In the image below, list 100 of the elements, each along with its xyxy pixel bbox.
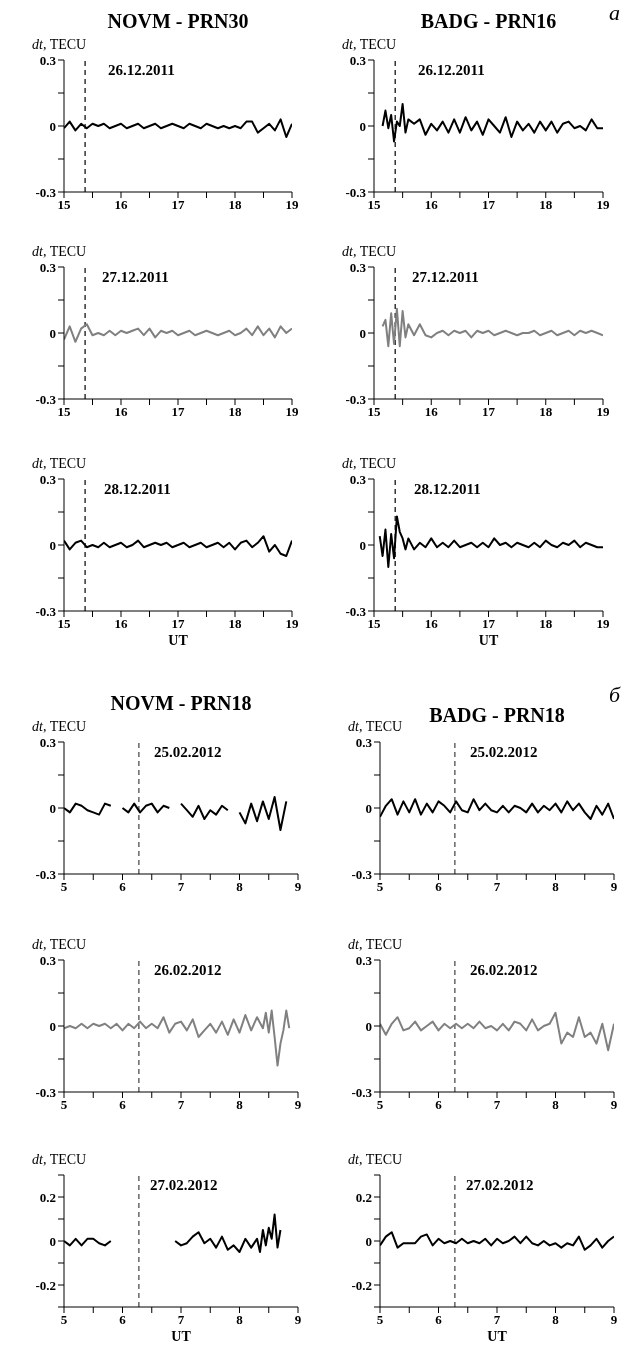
x-tick-label: 6	[119, 1312, 127, 1328]
annotation: 28.12.2011	[104, 481, 171, 498]
y-tick-label: 0.3	[39, 471, 57, 487]
y-tick-label: 0	[365, 800, 372, 816]
x-tick-label: 8	[236, 1097, 244, 1113]
x-tick-label: 9	[294, 1312, 302, 1328]
x-tick-label: 15	[57, 197, 71, 213]
x-tick-label: 17	[171, 616, 185, 632]
annotation: 27.02.2012	[150, 1177, 218, 1194]
x-tick-label: 19	[285, 197, 299, 213]
chart-title: BADG - PRN18	[429, 704, 565, 726]
x-tick-label: 7	[493, 879, 501, 895]
x-tick-label: 18	[539, 404, 553, 420]
annotation: 25.02.2012	[154, 744, 222, 761]
y-tick-label: -0.3	[35, 603, 57, 619]
x-axis-title: UT	[170, 1329, 192, 1345]
y-axis-title: dt, TECU	[348, 719, 403, 735]
x-tick-label: 19	[596, 616, 610, 632]
y-tick-label: -0.3	[345, 184, 367, 200]
x-tick-label: 5	[376, 1097, 384, 1113]
x-tick-label: 6	[435, 1312, 443, 1328]
x-tick-label: 15	[57, 404, 71, 420]
x-tick-label: 8	[236, 1312, 244, 1328]
x-tick-label: 16	[424, 404, 439, 420]
x-tick-label: 7	[177, 1097, 185, 1113]
y-tick-label: 0.3	[355, 734, 373, 750]
x-tick-label: 18	[539, 197, 553, 213]
y-axis-title: dt, TECU	[348, 1152, 403, 1168]
x-tick-label: 9	[610, 879, 618, 895]
x-tick-label: 17	[482, 404, 496, 420]
line-series	[380, 1011, 614, 1052]
y-axis-title: dt, TECU	[32, 1152, 87, 1168]
y-tick-label: -0.3	[35, 184, 57, 200]
x-tick-label: 15	[367, 404, 381, 420]
y-tick-label: 0	[49, 1018, 56, 1034]
annotation: 28.12.2011	[414, 481, 481, 498]
y-axis-title: dt, TECU	[32, 719, 87, 735]
x-axis-title: UT	[167, 633, 189, 649]
y-tick-label: 0.3	[39, 52, 57, 68]
x-tick-label: 16	[114, 616, 128, 632]
y-tick-label: 0	[49, 118, 56, 134]
x-tick-label: 19	[596, 197, 610, 213]
y-tick-label: 0	[365, 1018, 372, 1034]
x-tick-label: 6	[119, 1097, 127, 1113]
y-tick-label: 0.2	[39, 1189, 56, 1205]
x-tick-label: 16	[424, 616, 439, 632]
x-tick-label: 5	[60, 879, 68, 895]
y-tick-label: -0.3	[351, 866, 373, 882]
x-tick-label: 16	[114, 197, 128, 213]
y-axis-title: dt, TECU	[348, 937, 403, 953]
y-tick-label: 0.3	[349, 259, 367, 275]
chart-title: NOVM - PRN18	[109, 692, 253, 715]
chart-title: BADG - PRN16	[419, 10, 558, 33]
x-tick-label: 19	[285, 616, 299, 632]
chart-title: NOVM - PRN30	[106, 10, 250, 33]
y-axis-title: dt, TECU	[32, 456, 87, 472]
annotation: 27.02.2012	[466, 1177, 534, 1194]
y-tick-label: 0.3	[355, 952, 373, 968]
x-tick-label: 17	[482, 616, 496, 632]
x-tick-label: 6	[435, 879, 443, 895]
x-tick-label: 18	[228, 616, 242, 632]
y-tick-label: 0	[49, 1233, 56, 1249]
x-tick-label: 8	[552, 1312, 560, 1328]
y-axis-title: dt, TECU	[32, 244, 87, 260]
x-tick-label: 16	[114, 404, 128, 420]
x-axis-title: UT	[477, 633, 500, 649]
x-tick-label: 17	[482, 197, 496, 213]
y-tick-label: -0.3	[345, 603, 367, 619]
x-tick-label: 19	[285, 404, 299, 420]
x-tick-label: 18	[228, 197, 242, 213]
y-tick-label: 0	[359, 325, 366, 341]
x-tick-label: 18	[539, 616, 553, 632]
y-tick-label: 0.3	[349, 52, 367, 68]
y-tick-label: -0.3	[35, 391, 57, 407]
x-tick-label: 9	[610, 1097, 618, 1113]
y-tick-label: -0.3	[35, 866, 57, 882]
line-series	[64, 1009, 291, 1067]
y-tick-label: 0	[49, 537, 56, 553]
y-tick-label: 0	[365, 1233, 372, 1249]
line-series	[381, 307, 603, 348]
x-tick-label: 7	[177, 879, 185, 895]
annotation: 26.12.2011	[418, 62, 485, 79]
x-tick-label: 8	[552, 879, 560, 895]
x-tick-label: 5	[376, 879, 384, 895]
x-tick-label: 19	[596, 404, 610, 420]
y-tick-label: 0	[359, 118, 366, 134]
x-tick-label: 6	[119, 879, 127, 895]
y-axis-title: dt, TECU	[342, 37, 397, 53]
y-tick-label: -0.3	[345, 391, 367, 407]
x-tick-label: 18	[228, 404, 242, 420]
y-tick-label: 0	[49, 800, 56, 816]
x-tick-label: 5	[60, 1312, 68, 1328]
y-tick-label: 0.3	[39, 952, 57, 968]
line-series	[64, 323, 292, 343]
y-axis-title: dt, TECU	[342, 456, 397, 472]
x-tick-label: 9	[294, 1097, 302, 1113]
x-axis-title: UT	[486, 1329, 508, 1345]
y-tick-label: 0.3	[349, 471, 367, 487]
x-tick-label: 17	[171, 197, 185, 213]
x-tick-label: 15	[57, 616, 71, 632]
